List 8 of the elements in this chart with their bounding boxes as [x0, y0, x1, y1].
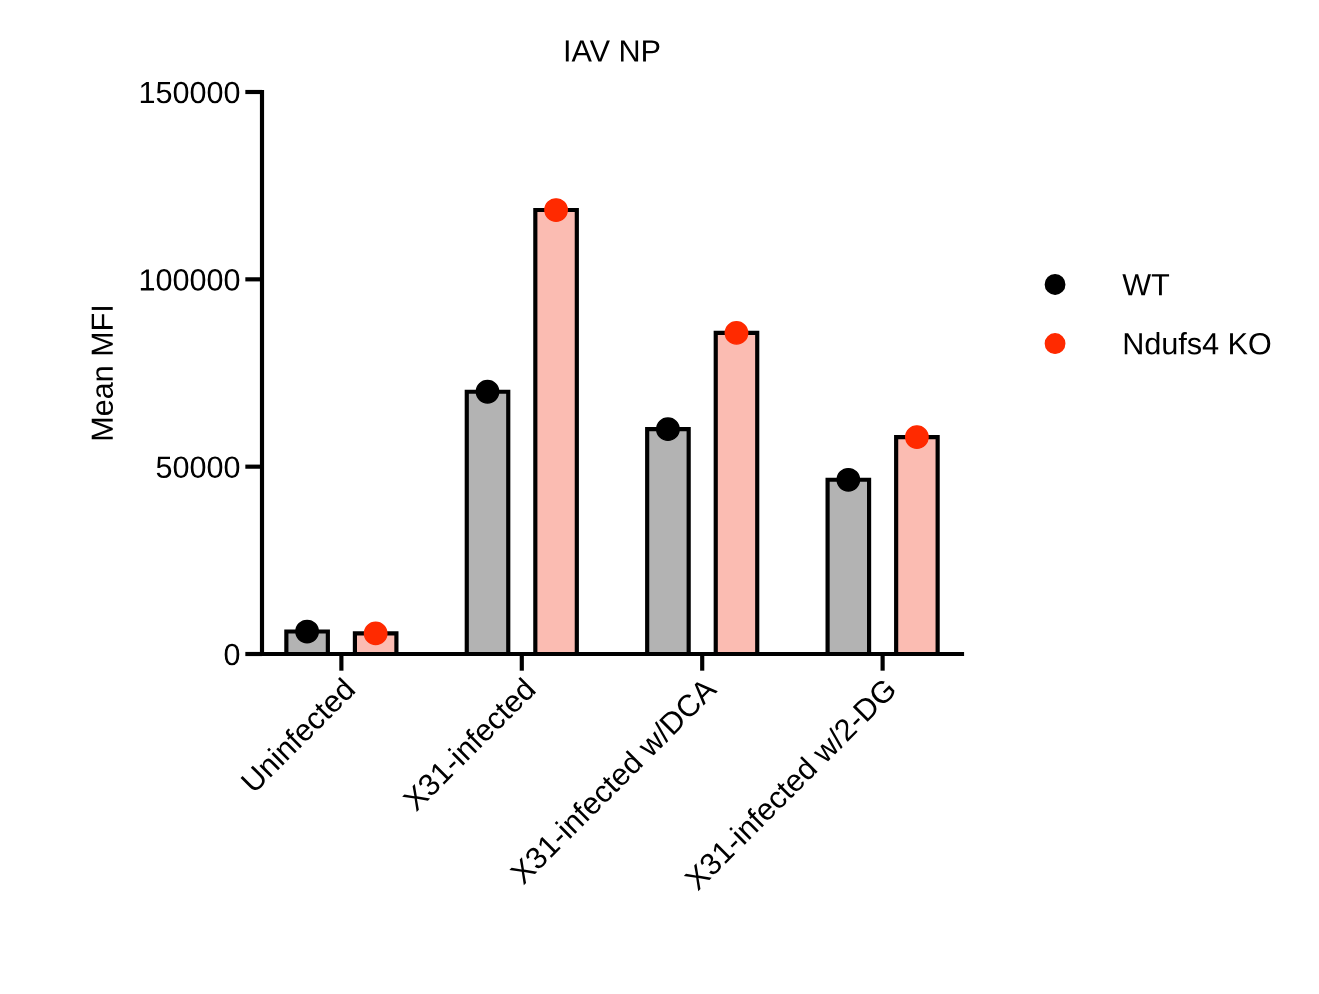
legend-label: WT	[1122, 274, 1170, 296]
y-tick-label: 150000	[140, 81, 240, 104]
legend-label: Ndufs4 KO	[1124, 332, 1271, 355]
y-tick-label: 100000	[140, 269, 240, 291]
y-tick-label: 0	[224, 643, 240, 666]
chart-title: IAV NP	[565, 40, 660, 62]
y-tick-label: 50000	[156, 456, 240, 479]
y-axis-title: Mean MFI	[91, 307, 114, 440]
